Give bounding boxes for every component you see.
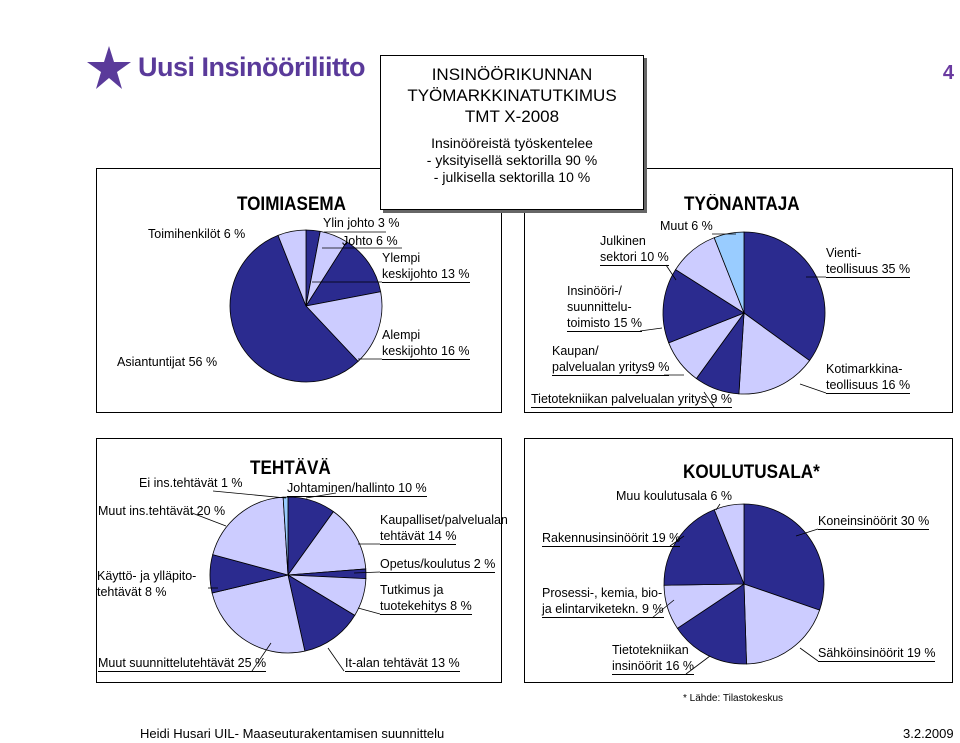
label-johtaminen: Johtaminen/hallinto 10 %: [287, 481, 427, 497]
pie-slice-3-1: [743, 583, 821, 665]
label-kaupalliset-1: Kaupalliset/palvelualan: [380, 513, 508, 527]
study-header-box-overlay: INSINÖÖRIKUNNAN TYÖMARKKINATUTKIMUS TMT …: [380, 55, 644, 210]
brand-name: Uusi Insinööriliitto: [138, 52, 366, 82]
label-toimihenkilot: Toimihenkilöt 6 %: [148, 227, 246, 241]
label-vienti-2: teollisuus 35 %: [826, 262, 911, 278]
label-ylempi-1: Ylempi: [382, 251, 421, 265]
chart-title-toimiasema: TOIMIASEMA: [237, 194, 346, 215]
label-vienti-1: Vienti-: [826, 246, 862, 260]
label-kone: Koneinsinöörit 30 %: [818, 514, 930, 530]
label-opetus: Opetus/koulutus 2 %: [380, 557, 496, 573]
label-muut: Muut 6 %: [660, 219, 713, 233]
header-title-3-overlay: TMT X-2008: [464, 107, 560, 126]
chart-title-koulutusala: KOULUTUSALA*: [683, 462, 820, 483]
page-number: 4: [942, 62, 954, 84]
label-tieto-ins-2: insinöörit 16 %: [612, 659, 694, 675]
header-sub-3-overlay: - julkisella sektorilla 10 %: [433, 169, 591, 185]
pie-slice-3-2: [676, 583, 747, 665]
pie-slice-3-4: [663, 509, 745, 586]
label-muut-suunnittelu: Muut suunnittelutehtävät 25 %: [98, 656, 267, 672]
footer-author: Heidi Husari UIL- Maaseuturakentamisen s…: [140, 726, 445, 741]
pie-slice-2-7: [212, 496, 289, 576]
header-title-1-overlay: INSINÖÖRIKUNNAN: [431, 65, 593, 84]
label-insinoori-3: toimisto 15 %: [567, 316, 643, 332]
label-kaupan-1: Kaupan/: [552, 344, 599, 358]
leader-lines-koulutusala: [651, 503, 819, 675]
pie-slice-1-1: [738, 312, 811, 395]
label-it-ala: It-alan tehtävät 13 %: [345, 656, 460, 672]
label-tieto-palvelu: Tietotekniikan palvelualan yritys 9 %: [531, 392, 733, 408]
leader-lines-toimiasema: [312, 231, 402, 360]
label-tutkimus-1: Tutkimus ja: [380, 583, 444, 597]
label-muu-koulutus: Muu koulutusala 6 %: [616, 489, 733, 503]
label-kaupan-2: palvelualan yritys9 %: [552, 360, 670, 376]
label-ei-ins: Ei ins.tehtävät 1 %: [139, 476, 243, 490]
pie-slice-1-4: [662, 269, 745, 344]
header-sub-1-overlay: Insinööreistä työskentelee: [431, 135, 593, 151]
label-julkinen-1: Julkinen: [600, 234, 646, 248]
logo-icon: [87, 46, 131, 89]
label-alempi-1: Alempi: [382, 328, 421, 342]
pie-slice-2-5: [211, 574, 306, 654]
pie-slice-2-1: [287, 511, 367, 576]
pie-chart-koulutusala: [663, 503, 825, 665]
label-alempi-2: keskijohto 16 %: [382, 344, 470, 360]
pie-chart-tehtava: [209, 496, 367, 654]
pie-chart-tyonantaja: [662, 231, 826, 395]
label-insinoori-1: Insinööri-/: [567, 284, 622, 298]
pie-slice-3-5: [713, 503, 745, 585]
label-tutkimus-2: tuotekehitys 8 %: [380, 599, 472, 615]
pie-slice-3-0: [743, 503, 825, 611]
header-sub-2-overlay: - yksityisellä sektorilla 90 %: [426, 152, 598, 168]
source-note: * Lähde: Tilastokeskus: [683, 693, 784, 704]
label-rakennus: Rakennusinsinöörit 19 %: [542, 531, 681, 547]
label-koti-2: teollisuus 16 %: [826, 378, 911, 394]
header-title-2-overlay: TYÖMARKKINATUTKIMUS: [407, 86, 617, 105]
pie-chart-toimiasema: [229, 229, 383, 383]
pie-slice-0-4: [229, 234, 359, 383]
label-kaupalliset-2: tehtävät 14 %: [380, 529, 457, 545]
label-kaytto-2: tehtävät 8 %: [97, 585, 167, 599]
pie-slice-1-6: [713, 231, 745, 314]
label-johto: Johto 6 %: [342, 234, 398, 248]
label-sahko: Sähköinsinöörit 19 %: [818, 646, 936, 662]
chart-title-tyonantaja: TYÖNANTAJA: [684, 194, 800, 215]
label-ylin-johto: Ylin johto 3 %: [323, 216, 400, 230]
label-koti-1: Kotimarkkina-: [826, 362, 903, 376]
footer-date: 3.2.2009: [903, 726, 954, 741]
pie-slice-2-4: [287, 574, 356, 652]
label-kaytto-1: Käyttö- ja ylläpito-: [97, 569, 197, 583]
leader-lines-tehtava: [191, 490, 381, 672]
label-julkinen-2: sektori 10 %: [600, 250, 669, 266]
label-tieto-ins-1: Tietotekniikan: [612, 643, 689, 657]
chart-title-tehtava: TEHTÄVÄ: [250, 458, 331, 479]
label-insinoori-2: suunnittelu-: [567, 300, 632, 314]
label-asiantuntijat: Asiantuntijat 56 %: [117, 355, 218, 369]
label-prosessi-2: ja elintarviketekn. 9 %: [542, 602, 664, 618]
pie-slice-0-2: [305, 241, 382, 307]
pie-slice-0-5: [277, 229, 307, 307]
leader-lines-tyonantaja: [639, 233, 827, 408]
label-muut-ins: Muut ins.tehtävät 20 %: [98, 504, 226, 518]
pie-slice-1-0: [743, 231, 826, 362]
label-ylempi-2: keskijohto 13 %: [382, 267, 470, 283]
pie-slice-2-8: [282, 496, 289, 576]
label-prosessi-1: Prosessi-, kemia, bio-: [542, 586, 663, 600]
